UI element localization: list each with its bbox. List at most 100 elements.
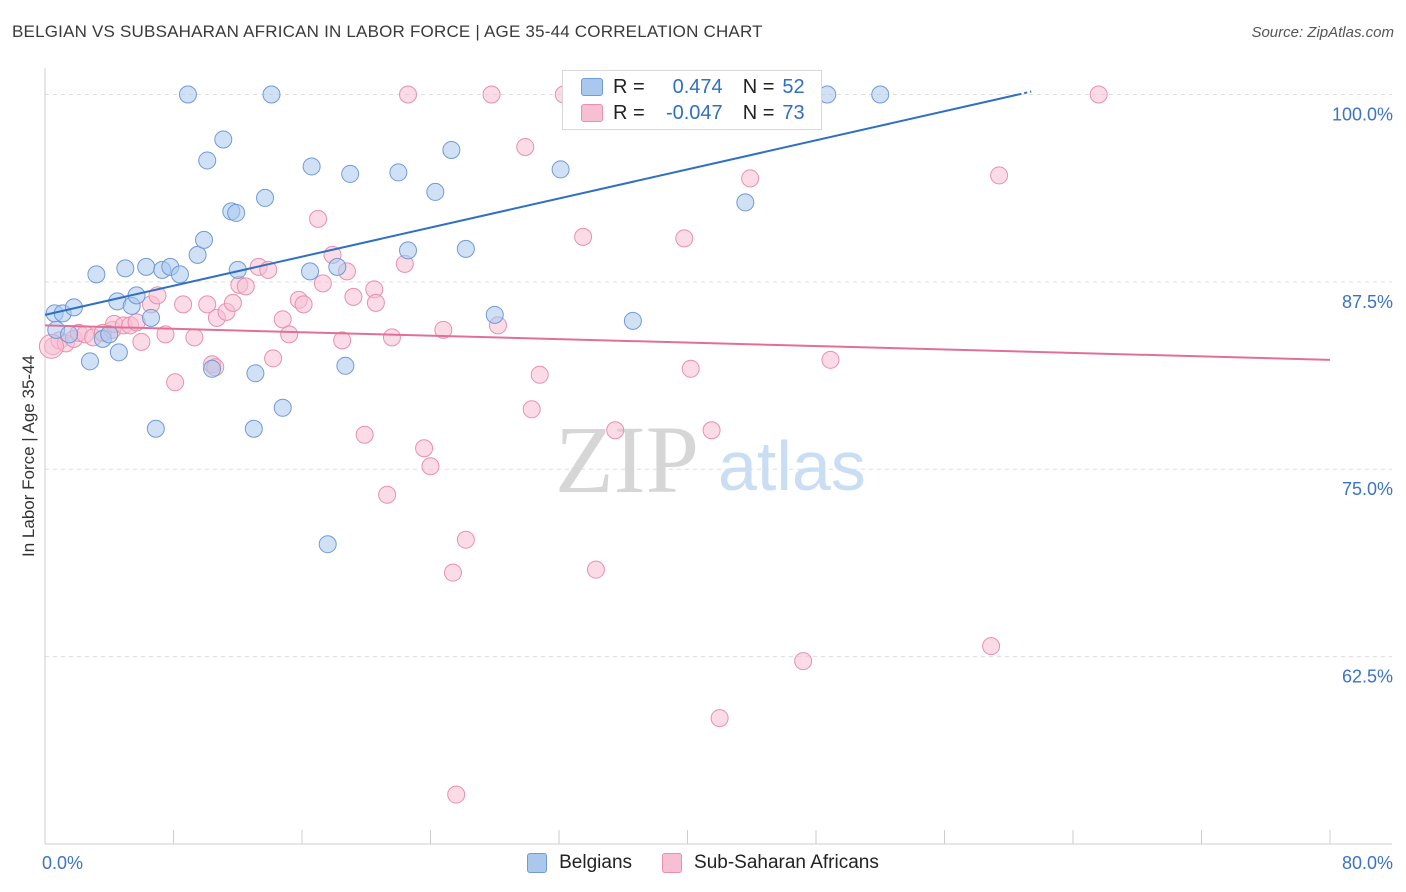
n-value: 73 — [782, 101, 805, 124]
y-tick-label: 62.5% — [1342, 667, 1393, 687]
series-legend: Belgians Sub-Saharan Africans — [0, 852, 1406, 874]
data-point — [710, 709, 729, 728]
data-point — [188, 245, 207, 264]
data-point — [264, 349, 283, 368]
data-point — [195, 230, 214, 249]
trend-line-belgians-extension — [1018, 90, 1032, 96]
data-point — [313, 274, 332, 293]
data-point — [482, 85, 501, 104]
data-point — [223, 293, 242, 312]
data-point — [675, 229, 694, 248]
data-point — [447, 785, 466, 804]
data-point — [109, 343, 128, 362]
n-label: N = — [742, 101, 775, 124]
x-tick-label: 0.0% — [42, 853, 83, 873]
data-point — [1089, 85, 1108, 104]
data-point — [146, 419, 165, 438]
data-point — [516, 137, 535, 156]
y-tick-label: 100.0% — [1332, 104, 1393, 124]
data-point — [681, 359, 700, 378]
n-label: N = — [742, 75, 775, 98]
data-point — [166, 373, 185, 392]
watermark: ZIP atlas — [555, 406, 866, 513]
legend-item-belgians[interactable]: Belgians — [527, 852, 632, 874]
data-point — [198, 295, 217, 314]
watermark-atlas: atlas — [718, 427, 866, 505]
chart-title: BELGIAN VS SUBSAHARAN AFRICAN IN LABOR F… — [12, 22, 763, 41]
r-label: R = — [613, 75, 645, 98]
data-point — [244, 419, 263, 438]
data-point — [623, 311, 642, 330]
trend-line-subsaharan — [44, 324, 1331, 361]
data-point — [551, 160, 570, 179]
data-point — [522, 400, 541, 419]
stats-legend: R = 0.474 N = 52 R = -0.047 N = 73 — [562, 70, 822, 130]
data-point — [389, 163, 408, 182]
data-point — [426, 182, 445, 201]
data-point — [382, 328, 401, 347]
data-point — [80, 352, 99, 371]
data-point — [702, 421, 721, 440]
data-point — [294, 295, 313, 314]
data-point — [442, 140, 461, 159]
legend-label-belgians: Belgians — [559, 852, 633, 873]
tick-labels: 100.0% 87.5% 75.0% 62.5% 0.0% 80.0% — [42, 104, 1393, 873]
data-point — [174, 295, 193, 314]
y-tick-label: 75.0% — [1342, 479, 1393, 499]
data-point — [399, 85, 418, 104]
data-point — [198, 151, 217, 170]
data-point — [741, 169, 760, 188]
data-point — [301, 262, 320, 281]
data-point — [421, 457, 440, 476]
data-point — [178, 85, 197, 104]
source-credit: Source: ZipAtlas.com — [1251, 24, 1394, 41]
trend-lines — [44, 90, 1331, 361]
data-point — [302, 157, 321, 176]
legend-label-subsaharan: Sub-Saharan Africans — [694, 852, 879, 873]
data-point — [821, 350, 840, 369]
data-point — [485, 305, 504, 324]
data-point — [530, 365, 549, 384]
data-point — [415, 439, 434, 458]
data-point — [574, 227, 593, 246]
belgians-legend-swatch — [527, 853, 548, 873]
y-tick-label: 87.5% — [1342, 292, 1393, 312]
data-point — [156, 325, 175, 344]
trend-line-belgians — [44, 93, 1019, 316]
watermark-zip: ZIP — [555, 406, 699, 513]
data-point — [227, 203, 246, 222]
legend-item-subsaharan[interactable]: Sub-Saharan Africans — [662, 852, 879, 874]
data-point — [990, 166, 1009, 185]
x-tick-label: 80.0% — [1342, 853, 1393, 873]
data-point — [318, 535, 337, 554]
r-value: -0.047 — [665, 101, 723, 124]
stats-row-belgians: R = 0.474 N = 52 — [581, 75, 805, 99]
data-point — [203, 359, 222, 378]
data-point — [132, 332, 151, 351]
series-belgians-points — [45, 85, 890, 554]
data-point — [309, 209, 328, 228]
r-value: 0.474 — [672, 75, 723, 98]
data-point — [456, 239, 475, 258]
data-point — [355, 425, 374, 444]
data-point — [336, 356, 355, 375]
data-point — [87, 265, 106, 284]
data-point — [214, 130, 233, 149]
data-point — [333, 331, 352, 350]
data-point — [443, 563, 462, 582]
data-point — [328, 257, 347, 276]
data-point — [606, 421, 625, 440]
data-point — [273, 398, 292, 417]
data-point — [399, 241, 418, 260]
data-point — [142, 308, 161, 327]
data-point — [378, 485, 397, 504]
data-point — [871, 85, 890, 104]
data-point — [262, 85, 281, 104]
n-value: 52 — [782, 75, 805, 98]
subsaharan-swatch — [581, 104, 603, 122]
y-axis-label: In Labor Force | Age 35-44 — [19, 355, 38, 557]
belgians-swatch — [581, 78, 603, 96]
subsaharan-legend-swatch — [662, 853, 683, 873]
data-point — [344, 287, 363, 306]
